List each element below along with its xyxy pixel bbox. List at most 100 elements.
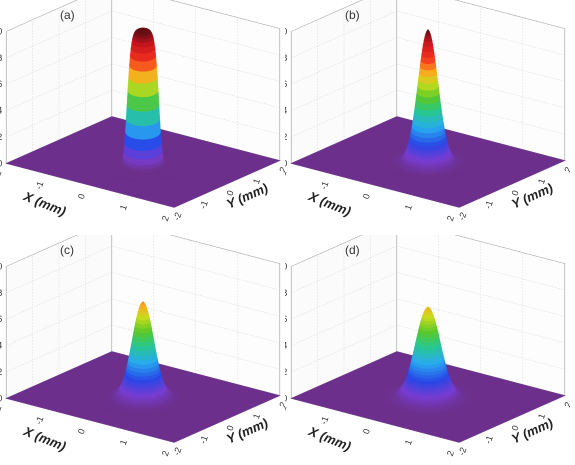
y-tick-label: 0 xyxy=(225,424,236,432)
z-tick-label: 1.0 xyxy=(285,26,287,36)
grid-line xyxy=(291,245,565,294)
y-tick-label: 1 xyxy=(536,177,547,185)
grid-line xyxy=(291,10,565,59)
y-tick-label: 1 xyxy=(536,412,547,420)
y-tick-label: -1 xyxy=(198,199,210,210)
x-tick-label: 0 xyxy=(361,192,372,200)
y-tick-label: -1 xyxy=(483,434,495,445)
panel-label: (b) xyxy=(345,8,360,22)
y-tick-label: 2 xyxy=(562,166,570,174)
y-tick-label: -2 xyxy=(456,446,468,457)
z-tick-label: 1.0 xyxy=(0,261,2,271)
z-tick-label: 0.4 xyxy=(285,106,287,116)
grid-line xyxy=(6,0,280,32)
grid-line xyxy=(6,37,280,85)
x-tick-label: 1 xyxy=(403,203,414,211)
x-tick-label: 1 xyxy=(403,438,414,446)
x-tick-label: 0 xyxy=(76,427,87,435)
z-tick-label: 1.0 xyxy=(285,261,287,271)
y-tick-label: -2 xyxy=(171,446,183,457)
surface-top xyxy=(427,306,429,308)
y-tick-label: 2 xyxy=(562,401,570,409)
grid-line xyxy=(291,324,565,373)
y-axis-label: Y (mm) xyxy=(509,180,555,212)
grid-line xyxy=(291,235,565,267)
y-tick-label: -2 xyxy=(171,211,183,222)
z-tick-label: 0.4 xyxy=(0,341,2,351)
grid-line xyxy=(6,10,280,59)
x-tick-label: 2 xyxy=(160,449,171,457)
grid-line xyxy=(291,63,565,111)
z-axis: 0.00.20.40.60.81.0DAP xyxy=(285,261,287,403)
z-tick-label: 0.0 xyxy=(285,393,287,403)
z-tick-label: 0.6 xyxy=(285,314,287,324)
x-axis-label: X (mm) xyxy=(306,423,353,454)
z-tick-label: 0.0 xyxy=(285,158,287,168)
grid-line xyxy=(6,324,280,373)
x-axis-label: X (mm) xyxy=(21,423,68,454)
grid-line xyxy=(291,298,565,346)
z-tick-label: 0.2 xyxy=(0,367,2,377)
y-tick-label: 1 xyxy=(251,412,262,420)
x-tick-label: -1 xyxy=(318,180,330,191)
y-axis-label: Y (mm) xyxy=(224,415,270,447)
x-tick-label: 0 xyxy=(76,192,87,200)
x-axis-label: X (mm) xyxy=(306,188,353,219)
x-tick-label: 1 xyxy=(118,438,129,446)
y-axis-label: Y (mm) xyxy=(509,415,555,447)
z-tick-label: 0.0 xyxy=(0,393,2,403)
z-tick-label: 1.0 xyxy=(0,26,2,36)
x-tick-label: 1 xyxy=(118,203,129,211)
z-tick-label: 0.4 xyxy=(285,341,287,351)
grid-line xyxy=(291,89,565,138)
z-tick-label: 0.6 xyxy=(0,314,2,324)
x-tick-label: -2 xyxy=(0,169,3,180)
x-tick-label: -1 xyxy=(33,415,45,426)
surface-body xyxy=(94,29,192,183)
y-tick-label: 1 xyxy=(251,177,262,185)
surface-top xyxy=(142,29,144,31)
z-axis: 0.00.20.40.60.81.0Dose xyxy=(285,26,287,168)
surface-top xyxy=(142,301,144,303)
z-tick-label: 0.2 xyxy=(285,132,287,142)
y-tick-label: 2 xyxy=(277,166,285,174)
grid-line xyxy=(6,89,280,138)
grid-line xyxy=(291,37,565,85)
panel-label: (d) xyxy=(345,243,360,257)
panel-label: (c) xyxy=(60,243,74,257)
z-tick-label: 0.2 xyxy=(285,367,287,377)
x-tick-label: -2 xyxy=(285,404,288,415)
grid-line xyxy=(6,245,280,294)
y-tick-label: 0 xyxy=(225,189,236,197)
z-tick-label: 0.8 xyxy=(285,53,287,63)
z-tick-label: 0.0 xyxy=(0,158,2,168)
x-tick-label: 0 xyxy=(361,427,372,435)
x-tick-label: 2 xyxy=(445,449,456,457)
y-axis-label: Y (mm) xyxy=(224,180,270,212)
z-tick-label: 0.8 xyxy=(0,53,2,63)
z-tick-label: 0.8 xyxy=(0,288,2,298)
grid-line xyxy=(291,272,565,320)
y-tick-label: -2 xyxy=(456,211,468,222)
surface-body xyxy=(94,301,192,418)
z-tick-label: 0.2 xyxy=(0,132,2,142)
surface-top xyxy=(427,29,429,31)
y-tick-label: 2 xyxy=(277,401,285,409)
y-tick-label: 0 xyxy=(510,189,521,197)
grid-line xyxy=(6,235,280,267)
x-tick-label: 2 xyxy=(445,214,456,222)
z-tick-label: 0.6 xyxy=(0,79,2,89)
grid-line xyxy=(291,0,565,32)
grid-line xyxy=(6,63,280,111)
y-tick-label: -1 xyxy=(198,434,210,445)
y-tick-label: -1 xyxy=(483,199,495,210)
x-axis-label: X (mm) xyxy=(21,188,68,219)
grid-line xyxy=(6,272,280,320)
z-axis: 0.00.20.40.60.81.0DAP xyxy=(0,261,2,403)
z-tick-label: 0.8 xyxy=(285,288,287,298)
z-tick-label: 0.6 xyxy=(285,79,287,89)
